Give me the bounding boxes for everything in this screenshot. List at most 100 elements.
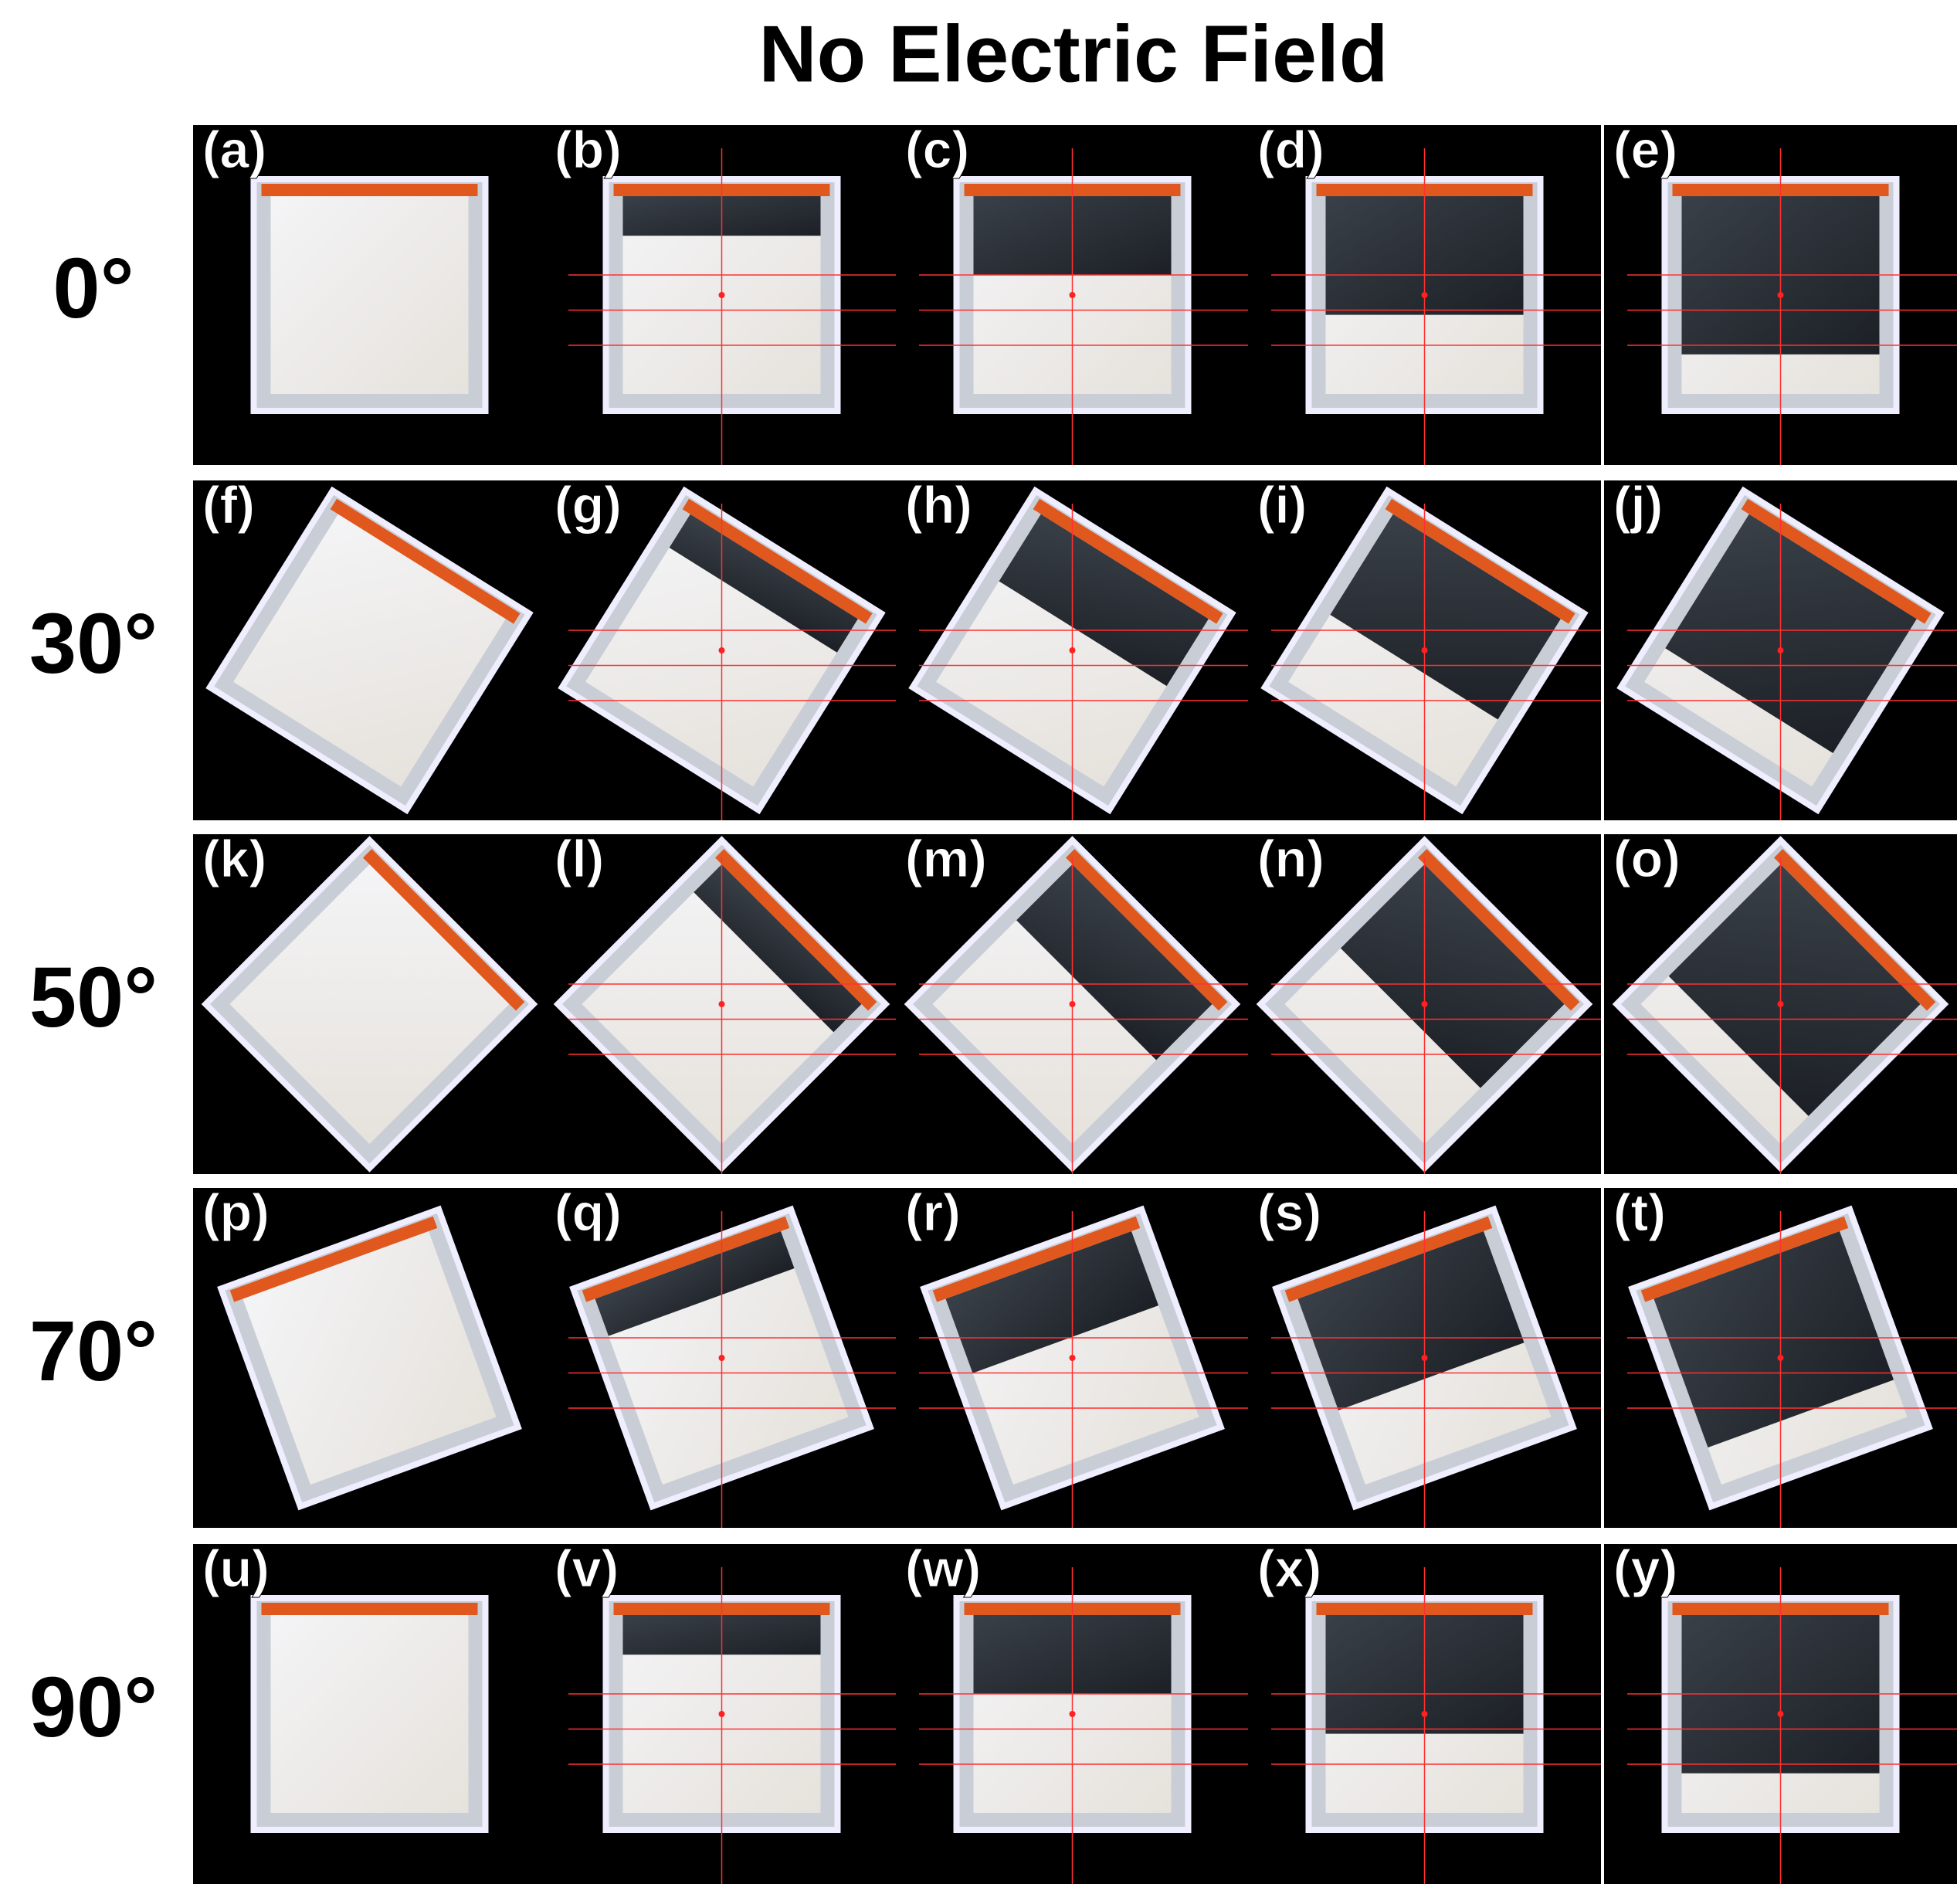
photo-panel: (r) bbox=[896, 1183, 1249, 1528]
cube-fluid bbox=[243, 1230, 497, 1485]
panel-label: (h) bbox=[905, 476, 972, 535]
cube-clear bbox=[1668, 864, 1921, 1116]
cube-electrode bbox=[682, 498, 873, 624]
photo-panel: (k) bbox=[193, 830, 546, 1174]
panel-label: (g) bbox=[555, 476, 622, 535]
panel-label: (o) bbox=[1613, 830, 1681, 888]
photo-panel: (o) bbox=[1604, 830, 1957, 1174]
cube-electrode bbox=[932, 1216, 1141, 1302]
cube-clear bbox=[1653, 1230, 1894, 1448]
cube bbox=[250, 176, 489, 414]
panel-label: (v) bbox=[555, 1539, 619, 1598]
photo-panel: (l) bbox=[545, 830, 898, 1174]
panel-label: (w) bbox=[905, 1539, 981, 1598]
photo-panel: (x) bbox=[1248, 1539, 1601, 1884]
photo-panel: (d) bbox=[1248, 120, 1601, 465]
center-dot bbox=[1777, 1355, 1784, 1361]
photo-panel: (g) bbox=[545, 476, 898, 820]
cube-electrode bbox=[715, 849, 877, 1011]
photo-panel: (n) bbox=[1248, 830, 1601, 1174]
center-dot bbox=[718, 647, 725, 653]
photo-panel: (c) bbox=[896, 120, 1249, 465]
center-dot bbox=[1069, 1355, 1076, 1361]
center-dot bbox=[1069, 1001, 1076, 1007]
cube-clear bbox=[595, 1230, 795, 1336]
figure-title: No Electric Field bbox=[759, 9, 1389, 99]
center-dot bbox=[718, 1711, 725, 1717]
panel-label: (k) bbox=[202, 830, 266, 888]
panel-label: (j) bbox=[1613, 476, 1663, 535]
panel-label: (l) bbox=[555, 830, 604, 888]
cube-electrode bbox=[1774, 849, 1936, 1011]
cube-clear bbox=[694, 864, 862, 1033]
cube-electrode bbox=[261, 1603, 478, 1615]
photo-panel: (i) bbox=[1248, 476, 1601, 820]
cube-electrode bbox=[1066, 849, 1228, 1011]
cube-electrode bbox=[229, 1216, 438, 1302]
cube-clear bbox=[1665, 514, 1917, 753]
cube-clear bbox=[999, 514, 1209, 687]
cube-clear bbox=[1330, 514, 1561, 720]
photo-panel: (q) bbox=[545, 1183, 898, 1528]
photo-panel: (v) bbox=[545, 1539, 898, 1884]
center-dot bbox=[718, 292, 725, 298]
panel-label: (p) bbox=[202, 1183, 270, 1242]
row-label: 30° bbox=[29, 596, 158, 691]
center-dot bbox=[1421, 1355, 1428, 1361]
photo-panel: (s) bbox=[1248, 1183, 1601, 1528]
center-dot bbox=[1421, 292, 1428, 298]
cube-clear bbox=[1340, 864, 1565, 1088]
panel-label: (x) bbox=[1257, 1539, 1321, 1598]
center-dot bbox=[1777, 1001, 1784, 1007]
row-label: 0° bbox=[53, 241, 134, 336]
cube-electrode bbox=[363, 849, 525, 1011]
cube-electrode bbox=[1385, 498, 1575, 624]
center-dot bbox=[718, 1355, 725, 1361]
cube-electrode bbox=[582, 1216, 790, 1302]
photo-panel: (t) bbox=[1604, 1183, 1957, 1528]
cube-electrode bbox=[261, 184, 478, 196]
panel-label: (c) bbox=[905, 120, 969, 179]
photo-panel: (j) bbox=[1604, 476, 1957, 820]
panel-label: (e) bbox=[1613, 120, 1677, 179]
panel-label: (r) bbox=[905, 1183, 961, 1242]
center-dot bbox=[1421, 1001, 1428, 1007]
photo-panel: (h) bbox=[896, 476, 1249, 820]
photo-panel: (f) bbox=[193, 476, 546, 820]
photo-panel: (u) bbox=[193, 1539, 546, 1884]
cube bbox=[250, 1595, 489, 1833]
center-dot bbox=[1069, 647, 1076, 653]
photo-panel: (e) bbox=[1604, 120, 1957, 465]
panel-label: (u) bbox=[202, 1539, 270, 1598]
photo-panel: (m) bbox=[896, 830, 1249, 1174]
photo-panel: (b) bbox=[545, 120, 898, 465]
cube-electrode bbox=[1418, 849, 1580, 1011]
photo-panel: (p) bbox=[193, 1183, 546, 1528]
cube-fluid bbox=[270, 196, 469, 394]
row-label: 50° bbox=[29, 950, 158, 1045]
center-dot bbox=[1069, 292, 1076, 298]
cube-fluid bbox=[233, 514, 506, 787]
cube-clear bbox=[1016, 864, 1213, 1061]
center-dot bbox=[1777, 1711, 1784, 1717]
center-dot bbox=[1421, 1711, 1428, 1717]
row-label: 70° bbox=[29, 1304, 158, 1399]
panel-label: (f) bbox=[202, 476, 255, 535]
cube-electrode bbox=[1741, 498, 1932, 624]
cube-electrode bbox=[330, 498, 521, 624]
photo-panel: (w) bbox=[896, 1539, 1249, 1884]
cube bbox=[1616, 486, 1945, 815]
center-dot bbox=[718, 1001, 725, 1007]
panel-label: (s) bbox=[1257, 1183, 1321, 1242]
cube bbox=[201, 836, 538, 1173]
center-dot bbox=[1777, 647, 1784, 653]
photo-panel: (a) bbox=[193, 120, 546, 465]
panel-label: (b) bbox=[555, 120, 622, 179]
cube-clear bbox=[669, 514, 858, 653]
panel-label: (a) bbox=[202, 120, 266, 179]
photo-panel: (y) bbox=[1604, 1539, 1957, 1884]
cube-electrode bbox=[1640, 1216, 1849, 1302]
panel-label: (t) bbox=[1613, 1183, 1666, 1242]
